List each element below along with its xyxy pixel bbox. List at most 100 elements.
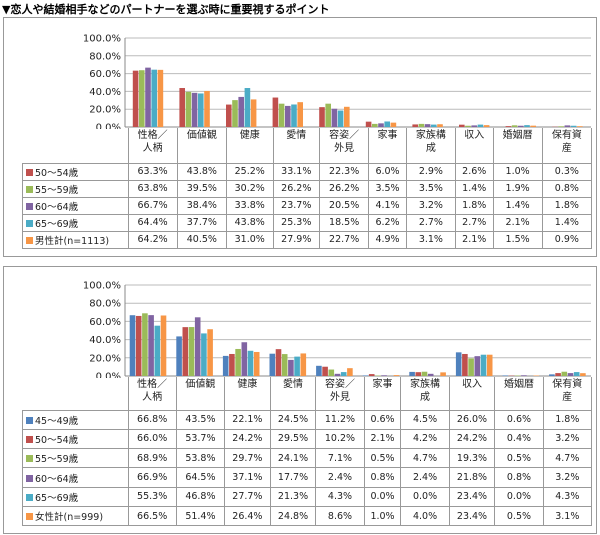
bar	[421, 371, 428, 376]
value-cell: 64.5%	[175, 467, 226, 488]
value-cell: 1.8%	[541, 196, 593, 215]
y-tick-label: 0.0%	[96, 372, 121, 379]
legend-label: 55～59歳	[22, 448, 129, 469]
bar	[455, 352, 462, 376]
value-cell: 2.6%	[455, 162, 494, 181]
legend-label: 男性計(n=1113)	[22, 230, 129, 249]
category-label: 婚姻暦	[494, 377, 544, 410]
value-cell: 53.7%	[175, 428, 226, 450]
bar	[459, 124, 465, 127]
y-tick-label: 100.0%	[83, 34, 121, 45]
value-cell: 63.3%	[127, 162, 178, 181]
legend-swatch	[26, 435, 33, 443]
bar	[567, 373, 574, 376]
value-cell: 64.2%	[127, 230, 178, 249]
legend-swatch	[26, 219, 33, 227]
bar	[328, 369, 335, 376]
bar	[139, 70, 145, 127]
y-tick-label: 40.0%	[89, 87, 121, 98]
value-cell: 26.2%	[319, 179, 370, 198]
bar	[521, 375, 527, 376]
value-cell: 64.4%	[127, 213, 178, 232]
value-cell: 26.4%	[224, 505, 271, 527]
bar	[381, 375, 387, 376]
bar	[331, 108, 338, 127]
value-cell: 43.8%	[176, 162, 227, 181]
bar	[462, 353, 468, 376]
value-cell: 29.5%	[269, 428, 317, 450]
table-row: 65～69歳 55.3% 46.8% 27.7% 21.3% 4.3% 0.0% 0.0% 23…	[22, 486, 593, 507]
bar	[378, 123, 384, 127]
legend-label: 50～54歳	[22, 428, 129, 450]
value-cell: 33.8%	[225, 196, 274, 215]
bar	[502, 375, 509, 376]
value-cell: 25.3%	[272, 213, 321, 232]
value-cell: 4.7%	[542, 448, 593, 469]
table-row: 女性計(n=999) 66.5% 51.4% 26.4% 24.8% 8.6% 1.0% 4.…	[22, 505, 593, 527]
bar	[253, 351, 260, 376]
value-cell: 30.2%	[225, 179, 274, 198]
value-cell: 43.5%	[175, 409, 226, 430]
category-label: 愛情	[269, 377, 317, 410]
bar	[518, 125, 524, 127]
category-label: 容姿／ 外見	[319, 128, 370, 163]
legend-swatch	[26, 493, 33, 501]
bar	[319, 107, 325, 127]
value-cell: 24.2%	[448, 428, 496, 450]
value-cell: 25.2%	[225, 162, 274, 181]
value-cell: 39.5%	[176, 179, 227, 198]
bar	[300, 353, 307, 376]
category-label: 価値観	[175, 377, 226, 410]
y-tick-label: 60.0%	[89, 69, 121, 80]
bar	[431, 124, 437, 127]
value-cell: 4.0%	[400, 505, 450, 527]
legend-label: 65～69歳	[22, 486, 129, 507]
value-cell: 0.5%	[494, 505, 544, 527]
bar	[480, 354, 487, 376]
legend-label: 60～64歳	[22, 196, 129, 215]
bar	[278, 103, 285, 127]
data-table: 性格／ 人柄 価値観 健康 愛情 容姿／ 外見 家事 家族構成収入 婚姻暦 保有資産 45～49歳 66…	[22, 377, 593, 527]
value-cell: 20.5%	[319, 196, 370, 215]
bar	[505, 126, 512, 127]
value-cell: 23.4%	[448, 486, 496, 507]
category-label: 愛情	[272, 128, 321, 163]
value-cell: 27.9%	[272, 230, 321, 249]
bar	[142, 313, 148, 376]
value-cell: 24.5%	[269, 409, 317, 430]
bar	[238, 96, 244, 127]
bar	[316, 365, 322, 376]
y-tick-label: 60.0%	[89, 317, 121, 328]
category-label: 健康	[225, 128, 274, 163]
value-cell: 6.2%	[368, 213, 407, 232]
bar	[179, 88, 185, 127]
bar	[570, 125, 577, 127]
value-cell: 7.1%	[315, 448, 365, 469]
value-cell: 0.6%	[363, 409, 402, 430]
bar	[564, 125, 571, 127]
value-cell: 23.4%	[448, 505, 496, 527]
page-title: ▼恋人や結婚相手などのパートナーを選ぶ時に重要視するポイント	[2, 3, 330, 16]
legend-swatch	[26, 474, 33, 482]
legend-label: 45～49歳	[22, 409, 129, 430]
bar	[511, 125, 518, 127]
female-chart-panel: 0.0% 20.0% 40.0% 60.0% 80.0% 100.0% 性格／ 人柄 価値観 健康…	[3, 266, 597, 534]
bar	[269, 353, 276, 376]
table-row: 50～54歳 63.3% 43.8% 25.2% 33.1% 22.3% 6.0% 2.9% 2…	[22, 162, 593, 181]
category-label: 婚姻暦	[492, 128, 543, 163]
value-cell: 8.6%	[315, 505, 365, 527]
bar	[427, 373, 434, 376]
legend-swatch	[26, 202, 33, 210]
bar	[229, 353, 235, 376]
value-cell: 18.5%	[319, 213, 370, 232]
value-cell: 23.7%	[272, 196, 321, 215]
table-row: 45～49歳 66.8% 43.5% 22.1% 24.5% 11.2% 0.6% 4.5% 2…	[22, 409, 593, 430]
category-label: 家族構成	[405, 128, 457, 163]
value-cell: 38.4%	[176, 196, 227, 215]
value-cell: 2.1%	[363, 428, 402, 450]
bar	[204, 90, 210, 127]
value-cell: 2.1%	[455, 230, 494, 249]
y-tick-label: 100.0%	[83, 281, 121, 292]
category-label: 保有資産	[542, 377, 593, 410]
bar	[415, 372, 422, 376]
